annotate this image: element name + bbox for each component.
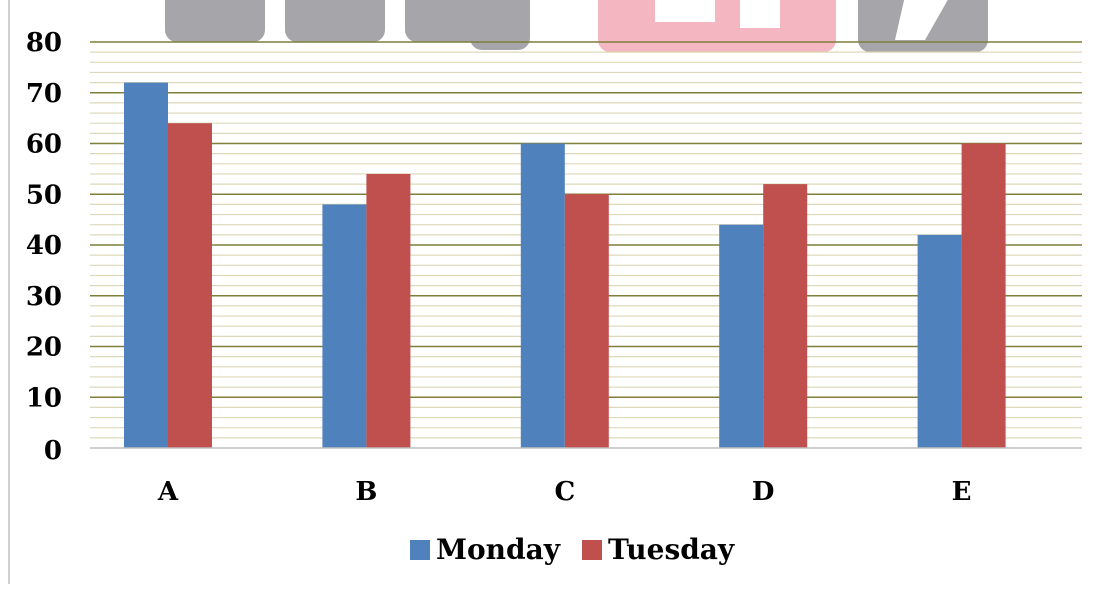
bar-monday-b: [322, 204, 367, 448]
y-tick-label: 30: [26, 282, 62, 312]
legend-swatch-tuesday: [582, 540, 602, 560]
watermark-shape: [470, 0, 530, 50]
y-tick-label: 0: [44, 436, 62, 466]
bar-tuesday-c: [564, 194, 609, 448]
y-tick-label: 50: [26, 180, 62, 210]
y-tick-label: 80: [26, 28, 62, 58]
y-tick-label: 10: [26, 383, 62, 413]
bar-monday-a: [124, 82, 168, 448]
bar-monday-e: [917, 234, 962, 448]
legend: Monday Tuesday: [410, 533, 735, 566]
bar-tuesday-e: [961, 143, 1006, 448]
x-category-label: A: [157, 477, 179, 507]
legend-label-monday: Monday: [436, 533, 561, 566]
x-category-label: B: [355, 477, 377, 507]
legend-swatch-monday: [410, 540, 430, 560]
y-tick-label: 60: [26, 130, 62, 160]
watermark-shape: [655, 0, 715, 22]
x-category-label: E: [952, 477, 972, 507]
bar-monday-d: [719, 224, 764, 448]
bar-tuesday-d: [763, 184, 808, 448]
watermark-shape: [285, 0, 385, 42]
watermark-shape: [165, 0, 265, 42]
watermark-shape: [740, 0, 780, 28]
watermark-shape: [598, 0, 836, 52]
y-tick-label: 20: [26, 333, 62, 363]
watermark-shape: [895, 0, 948, 40]
y-tick-label: 40: [26, 231, 62, 261]
bar-tuesday-b: [366, 173, 411, 448]
x-category-label: C: [554, 477, 575, 507]
y-axis-tick-labels: 0 10 20 30 40 50 60 70 80: [26, 28, 62, 466]
bars: [124, 82, 1006, 448]
y-tick-label: 70: [26, 79, 62, 109]
bar-tuesday-a: [168, 123, 212, 448]
bar-monday-c: [520, 143, 565, 448]
watermark-logo: [165, 0, 988, 52]
x-axis-category-labels: A B C D E: [157, 477, 972, 507]
x-category-label: D: [752, 477, 775, 507]
legend-label-tuesday: Tuesday: [608, 533, 735, 566]
